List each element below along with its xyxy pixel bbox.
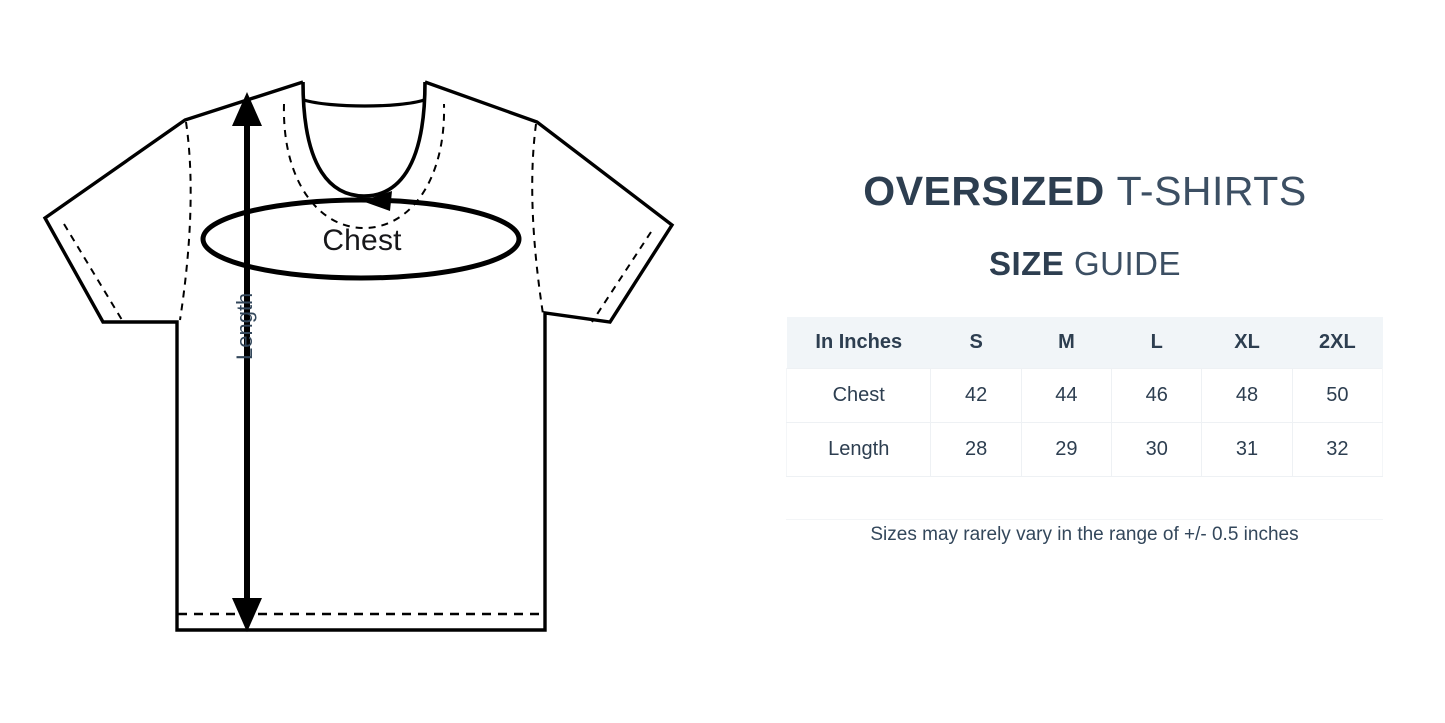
chest-measurement-label: Chest	[322, 224, 402, 257]
footnote-divider	[786, 519, 1383, 520]
size-variance-note: Sizes may rarely vary in the range of +/…	[870, 524, 1299, 545]
column-header-l: L	[1111, 317, 1202, 369]
tshirt-diagram: Chest Length	[42, 80, 675, 632]
column-header-2xl: 2XL	[1292, 317, 1383, 369]
collar-outer	[301, 81, 427, 198]
cell-chest-s: 42	[930, 368, 1022, 423]
length-arrow-head-top	[232, 92, 262, 126]
cell-length-xl: 31	[1201, 422, 1293, 477]
right-cuff-hem-dashed	[591, 231, 652, 323]
tshirt-svg	[42, 80, 675, 632]
row-label-chest: Chest	[785, 368, 932, 423]
cell-chest-l: 46	[1111, 368, 1203, 423]
cell-length-m: 29	[1020, 422, 1113, 477]
left-armhole-seam-dashed	[179, 121, 192, 321]
right-armhole-seam-dashed	[531, 123, 544, 315]
row-label-length: Length	[785, 422, 932, 477]
cell-chest-xl: 48	[1201, 368, 1293, 423]
collar-stitch-dashed	[282, 103, 446, 230]
guide-subtitle-bold: SIZE	[988, 245, 1065, 282]
cell-chest-2xl: 50	[1291, 368, 1384, 423]
size-table: In Inches S M L XL 2XL Chest 42 44 46 48…	[785, 317, 1384, 477]
cell-length-2xl: 32	[1291, 422, 1384, 477]
guide-title-light: T-SHIRTS	[1116, 168, 1307, 214]
table-row: Length 28 29 30 31 32	[785, 422, 1384, 477]
length-measure-arrow	[232, 92, 262, 632]
cell-length-s: 28	[930, 422, 1022, 477]
column-header-xl: XL	[1201, 317, 1293, 369]
column-header-m: M	[1021, 317, 1112, 369]
column-header-s: S	[930, 317, 1022, 369]
guide-title: OVERSIZED T-SHIRTS	[786, 168, 1384, 215]
cell-length-l: 30	[1111, 422, 1203, 477]
length-arrow-head-bottom	[232, 598, 262, 632]
table-row: Chest 42 44 46 48 50	[785, 368, 1384, 423]
collar-rib	[303, 98, 425, 108]
length-measurement-label: Length	[232, 292, 257, 360]
cell-chest-m: 44	[1020, 368, 1113, 423]
chest-measure-ellipse	[200, 197, 522, 281]
guide-title-bold: OVERSIZED	[863, 168, 1105, 214]
chest-arrow-head	[362, 191, 392, 211]
guide-subtitle-light: GUIDE	[1074, 245, 1182, 282]
guide-subtitle: SIZE GUIDE	[786, 245, 1384, 283]
size-guide-panel: OVERSIZED T-SHIRTS SIZE GUIDE In Inches …	[785, 0, 1386, 723]
tshirt-outline	[42, 80, 675, 632]
column-header-in-inches: In Inches	[786, 317, 931, 369]
left-cuff-hem-dashed	[63, 223, 123, 321]
size-table-header-row: In Inches S M L XL 2XL	[786, 317, 1383, 369]
